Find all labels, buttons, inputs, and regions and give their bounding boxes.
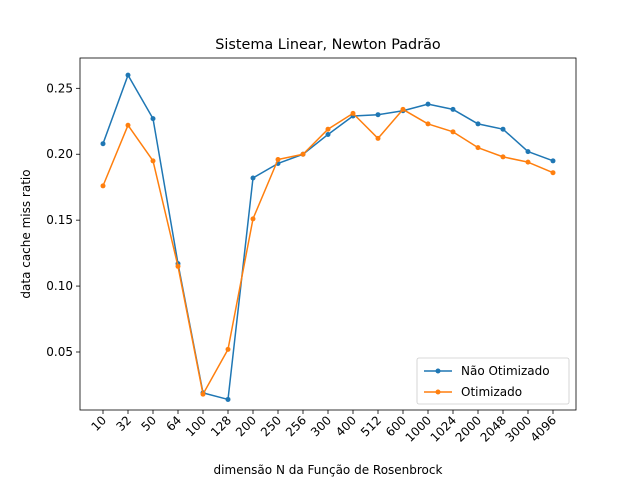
- data-point-otimizado: [550, 170, 556, 176]
- data-point-otimizado: [450, 129, 456, 135]
- x-tick-label: 3000: [503, 413, 534, 444]
- data-point-otimizado: [250, 216, 256, 222]
- series-line-otimizado: [102, 108, 554, 395]
- x-tick-label: 512: [358, 413, 384, 439]
- chart-title: Sistema Linear, Newton Padrão: [215, 37, 441, 53]
- x-tick-label: 300: [308, 413, 334, 439]
- x-tick-label: 256: [283, 413, 309, 439]
- plot-area: [100, 72, 556, 402]
- x-tick-label: 2000: [453, 413, 484, 444]
- data-point-nao-otimizado: [100, 141, 106, 147]
- x-tick-label: 200: [233, 413, 259, 439]
- x-axis: 10 32 50 6410012820025025630040051260010001…: [88, 410, 559, 445]
- data-point-otimizado: [425, 121, 431, 127]
- y-tick-label: 0.05: [46, 345, 73, 359]
- data-point-nao-otimizado: [375, 112, 381, 118]
- x-tick-label: 400: [333, 413, 359, 439]
- data-point-nao-otimizado: [125, 72, 131, 78]
- data-point-otimizado: [300, 151, 306, 157]
- data-point-nao-otimizado: [425, 101, 431, 107]
- x-tick-label: 32: [113, 413, 134, 434]
- x-tick-label: 50: [138, 413, 159, 434]
- plot-frame: [79, 57, 577, 411]
- data-point-otimizado: [275, 157, 281, 163]
- data-point-nao-otimizado: [225, 396, 231, 402]
- x-tick-label: 1024: [428, 413, 459, 444]
- data-point-otimizado: [150, 158, 156, 164]
- data-point-otimizado: [225, 346, 231, 352]
- data-point-otimizado: [350, 110, 356, 116]
- legend-label-otimizado: Otimizado: [461, 385, 522, 399]
- y-tick-label: 0.25: [46, 81, 73, 95]
- x-tick-label: 100: [183, 413, 209, 439]
- data-point-nao-otimizado: [475, 121, 481, 127]
- y-tick-label: 0.20: [46, 147, 73, 161]
- data-point-nao-otimizado: [550, 158, 556, 164]
- data-point-nao-otimizado: [325, 131, 331, 137]
- y-axis: 0.05 0.10 0.15 0.20 0.25: [46, 81, 80, 359]
- data-point-otimizado: [525, 159, 531, 165]
- data-point-otimizado: [175, 263, 181, 269]
- y-tick-label: 0.15: [46, 213, 73, 227]
- data-point-otimizado: [375, 135, 381, 141]
- data-point-otimizado: [325, 126, 331, 132]
- data-point-otimizado: [475, 145, 481, 151]
- x-tick-label: 4096: [528, 413, 559, 444]
- x-tick-label: 128: [208, 413, 234, 439]
- x-tick-label: 64: [163, 413, 184, 434]
- x-tick-label: 2048: [478, 413, 509, 444]
- data-point-otimizado: [100, 183, 106, 189]
- data-point-nao-otimizado: [250, 175, 256, 181]
- x-tick-label: 1000: [403, 413, 434, 444]
- data-point-nao-otimizado: [525, 149, 531, 155]
- legend-box: [416, 357, 570, 405]
- data-point-otimizado: [125, 122, 131, 128]
- x-axis-label: dimensão N da Função de Rosenbrock: [214, 463, 443, 477]
- x-tick-label: 10: [88, 413, 109, 434]
- data-point-nao-otimizado: [150, 116, 156, 122]
- data-point-otimizado: [200, 391, 206, 397]
- legend-label-nao-otimizado: Não Otimizado: [461, 364, 550, 378]
- x-tick-label: 250: [258, 413, 284, 439]
- legend-marker-nao-otimizado: [435, 368, 441, 374]
- data-point-nao-otimizado: [450, 106, 456, 112]
- y-tick-label: 0.10: [46, 279, 73, 293]
- y-axis-label: data cache miss ratio: [19, 169, 33, 298]
- legend-marker-otimizado: [435, 389, 441, 395]
- data-point-otimizado: [400, 106, 406, 112]
- data-point-nao-otimizado: [500, 126, 506, 132]
- data-point-otimizado: [500, 154, 506, 160]
- legend: Não Otimizado Otimizado: [416, 357, 570, 405]
